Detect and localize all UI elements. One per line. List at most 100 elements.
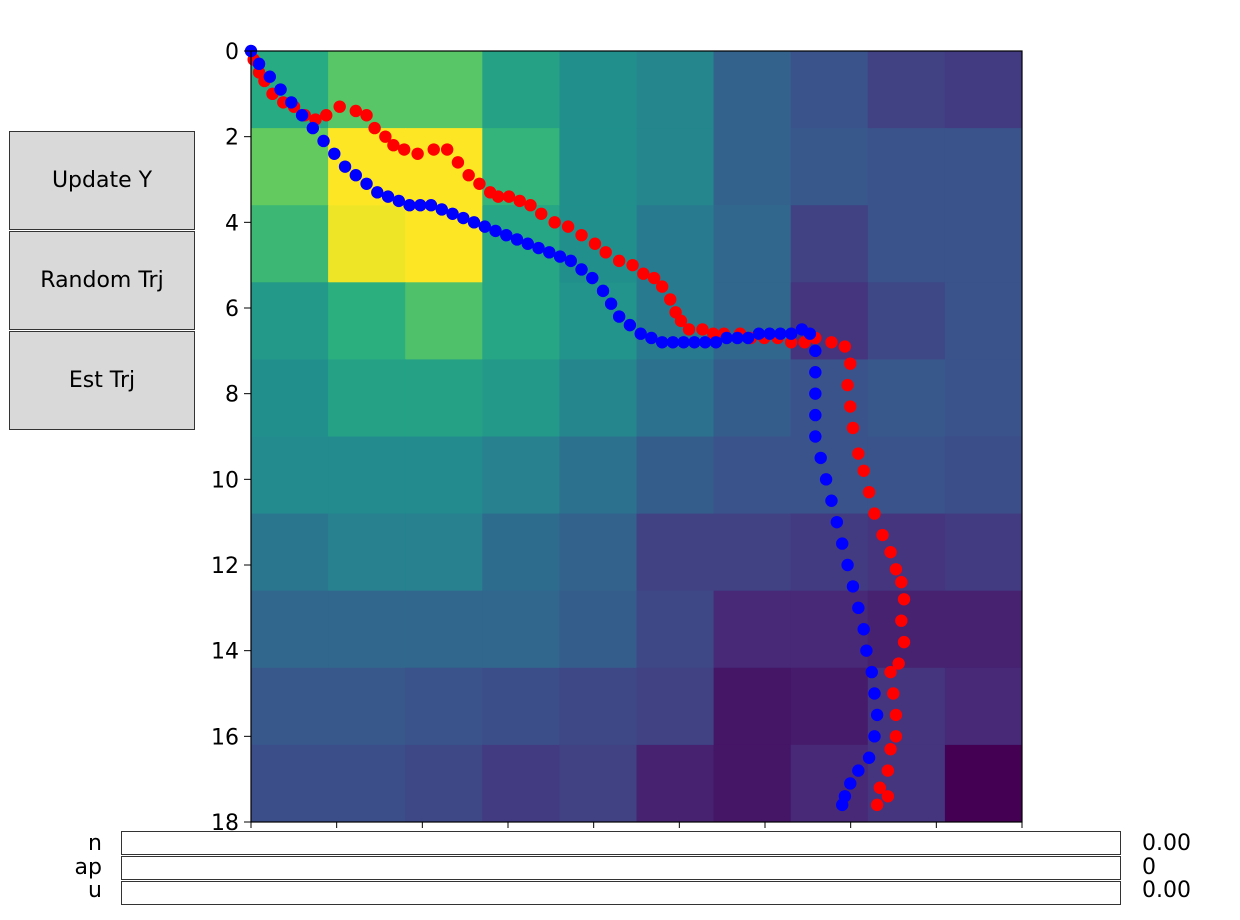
blue-trajectory-point <box>392 194 406 208</box>
heatmap-cell <box>328 205 406 283</box>
blue-trajectory-point <box>809 430 822 443</box>
slider-n-track[interactable] <box>121 831 1121 855</box>
slider-u-value: 0.00 <box>1142 878 1191 903</box>
blue-trajectory-point <box>489 224 502 238</box>
red-trajectory-point <box>682 323 696 336</box>
red-trajectory-point <box>887 687 900 700</box>
heatmap-cell <box>867 282 946 360</box>
red-trajectory-point <box>846 421 860 435</box>
blue-trajectory-point <box>784 327 798 340</box>
red-trajectory-point <box>368 121 381 135</box>
heatmap-cell <box>328 744 406 823</box>
red-trajectory-point <box>895 575 908 589</box>
blue-trajectory-point <box>774 327 787 340</box>
heatmap-cell <box>713 359 792 437</box>
red-trajectory-point <box>881 764 895 777</box>
heatmap-cell <box>482 667 560 746</box>
heatmap-cell <box>482 590 560 669</box>
slider-u-track[interactable] <box>121 881 1121 905</box>
red-trajectory-point <box>889 730 903 743</box>
slider-n-label: n <box>88 831 102 856</box>
heatmap-cell <box>251 590 329 669</box>
blue-trajectory-point <box>521 237 534 250</box>
red-trajectory-point <box>844 357 857 370</box>
heatmap-cell <box>482 436 560 515</box>
heatmap-cell <box>251 282 329 360</box>
blue-trajectory-point <box>846 580 860 593</box>
red-trajectory-point <box>462 169 475 182</box>
heatmap-cell <box>482 51 560 129</box>
blue-trajectory-point <box>809 387 822 400</box>
heatmap-cell <box>636 590 715 669</box>
red-trajectory-point <box>889 708 903 722</box>
blue-trajectory-point <box>720 331 733 345</box>
heatmap-cell <box>559 744 637 823</box>
blue-trajectory-point <box>252 57 266 71</box>
red-trajectory-point <box>513 194 526 208</box>
slider-ap-value: 0 <box>1142 855 1156 880</box>
heatmap-cell <box>790 667 869 746</box>
heatmap-cell <box>713 744 792 823</box>
blue-trajectory-point <box>698 336 712 349</box>
red-trajectory-point <box>784 336 798 349</box>
blue-trajectory-point <box>655 336 669 349</box>
blue-trajectory-point <box>819 473 833 486</box>
blue-trajectory-point <box>596 284 610 298</box>
red-trajectory-point <box>524 199 537 212</box>
blue-trajectory-point <box>731 331 744 345</box>
heatmap-cell <box>559 359 637 437</box>
heatmap-cell <box>251 744 329 823</box>
heatmap-cell <box>328 436 406 515</box>
blue-trajectory-point <box>349 169 363 182</box>
heatmap-cell <box>713 513 792 592</box>
red-trajectory-point <box>664 293 677 306</box>
est-trj-button[interactable]: Est Trj <box>9 331 195 430</box>
red-trajectory-point <box>897 635 911 649</box>
heatmap-cell <box>713 590 792 669</box>
blue-trajectory-point <box>865 665 878 679</box>
heatmap-cell <box>944 590 1023 669</box>
update-y-button[interactable]: Update Y <box>9 131 195 230</box>
axes-frame <box>250 50 1023 823</box>
red-trajectory-point <box>892 657 905 670</box>
heatmap-cell <box>790 744 869 823</box>
red-trajectory-point <box>612 254 626 268</box>
red-trajectory-point <box>588 237 602 250</box>
red-trajectory-point <box>870 798 884 812</box>
red-trajectory-point <box>868 507 881 520</box>
blue-trajectory-point <box>424 199 438 212</box>
red-trajectory-point <box>502 190 516 203</box>
red-trajectory-point <box>349 104 363 118</box>
y-tick-label: 12 <box>211 554 239 579</box>
blue-trajectory-point <box>543 246 556 259</box>
blue-trajectory-point <box>836 798 849 812</box>
red-trajectory-point <box>881 790 895 803</box>
red-trajectory-point <box>884 742 897 756</box>
heatmap-cell <box>713 128 792 206</box>
heatmap-cell <box>482 359 560 437</box>
slider-ap-track[interactable] <box>121 856 1121 880</box>
heatmap-cell <box>559 51 637 129</box>
blue-trajectory-point <box>752 327 766 340</box>
y-tick-label: 6 <box>225 297 239 322</box>
random-trj-button[interactable]: Random Trj <box>9 231 195 330</box>
blue-trajectory-point <box>763 327 776 340</box>
heatmap-cell <box>867 359 946 437</box>
heatmap-cell <box>251 359 329 437</box>
blue-trajectory-point <box>478 220 491 233</box>
y-tick-label: 16 <box>211 725 239 750</box>
red-trajectory-point <box>825 336 838 349</box>
blue-trajectory-point <box>435 203 448 216</box>
heatmap-cell <box>405 590 483 669</box>
blue-trajectory-point <box>500 228 513 242</box>
blue-trajectory-point <box>677 336 690 349</box>
heatmap-cell <box>251 205 329 283</box>
blue-trajectory-point <box>446 207 459 220</box>
heatmap-cells <box>251 51 1023 823</box>
blue-trajectory-point <box>360 177 373 190</box>
heatmap-cell <box>482 513 560 592</box>
heatmap-cell <box>944 436 1023 515</box>
red-trajectory-point <box>599 246 612 259</box>
y-tick-label: 14 <box>211 640 239 665</box>
